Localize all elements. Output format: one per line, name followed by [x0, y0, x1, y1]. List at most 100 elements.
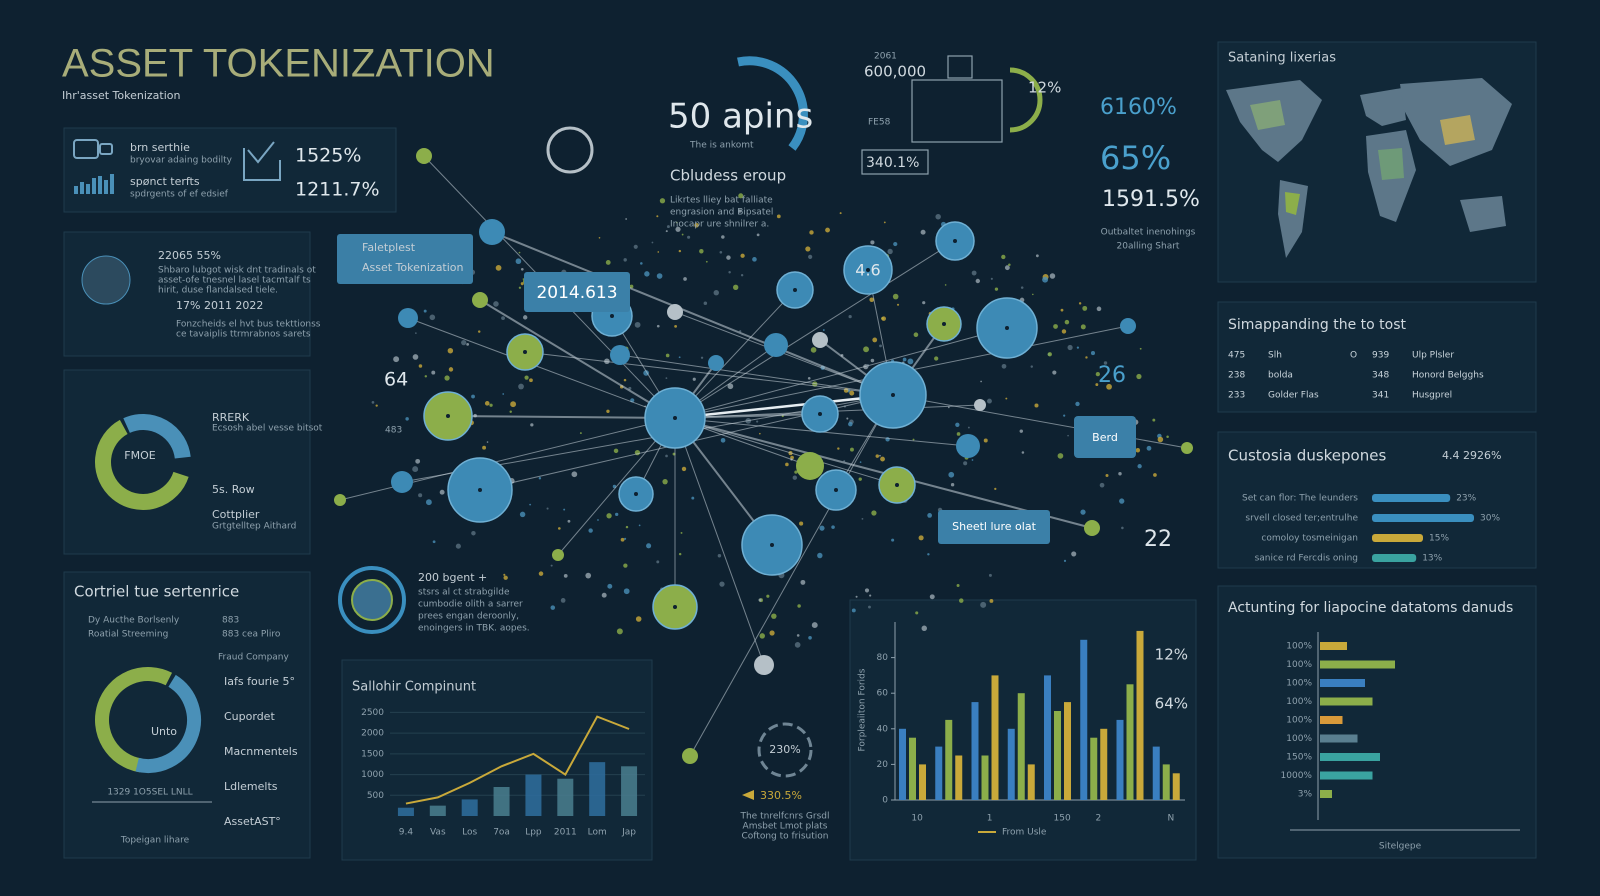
particle	[810, 347, 817, 353]
particle	[665, 454, 668, 458]
particle	[994, 487, 997, 490]
label: 100%	[1286, 679, 1312, 689]
particle	[776, 214, 781, 219]
region	[1250, 100, 1285, 130]
label: RRERK	[212, 411, 250, 424]
particle	[771, 613, 777, 619]
bar	[1372, 514, 1474, 522]
node-core	[634, 492, 638, 496]
bar	[1152, 746, 1160, 800]
icon	[80, 182, 84, 194]
particle	[956, 584, 960, 588]
icon	[110, 174, 114, 194]
particle	[1047, 352, 1052, 357]
label: 200 bgent +	[418, 571, 487, 584]
bar	[557, 778, 574, 816]
label: 150%	[1286, 753, 1312, 763]
particle	[859, 461, 862, 463]
label: 30%	[1480, 514, 1500, 524]
network-node	[812, 332, 828, 348]
particle	[429, 314, 436, 321]
particle	[605, 260, 611, 265]
particle	[990, 277, 993, 280]
particle	[418, 493, 423, 498]
particle	[846, 417, 849, 420]
network-link	[491, 231, 894, 396]
particle	[1057, 453, 1064, 459]
label: 4.6	[855, 261, 880, 280]
particle	[971, 270, 977, 276]
label: 2061	[874, 52, 897, 62]
label: 50 apins	[668, 97, 813, 137]
particle	[719, 581, 725, 587]
circle-icon	[351, 579, 393, 621]
network-node	[956, 434, 980, 458]
particle	[666, 225, 670, 229]
label: 883	[222, 616, 239, 626]
label: 80	[877, 653, 889, 663]
particle	[665, 377, 668, 380]
particle	[861, 517, 864, 520]
particle	[412, 354, 419, 360]
label: Husgprel	[1412, 391, 1452, 401]
particle	[935, 213, 941, 220]
icon	[73, 139, 99, 159]
particle	[692, 377, 696, 381]
bar	[1320, 642, 1347, 650]
dial	[757, 722, 813, 778]
particle	[913, 332, 919, 338]
particle	[875, 454, 880, 458]
particle	[805, 246, 811, 252]
particle	[918, 535, 924, 541]
particle	[956, 432, 961, 436]
label: cumbodie olith a sarrer	[418, 600, 523, 610]
particle	[785, 462, 789, 467]
node-core	[673, 416, 677, 420]
bar	[955, 755, 963, 800]
label: 2	[1096, 814, 1102, 824]
icon	[104, 180, 108, 194]
particle	[1166, 435, 1169, 438]
particle	[522, 278, 525, 280]
summary-bars	[74, 174, 114, 194]
label: 230%	[769, 743, 800, 756]
network-node	[398, 308, 418, 328]
particle	[431, 370, 436, 375]
network-link	[447, 415, 676, 419]
particle	[538, 477, 542, 480]
icon	[99, 143, 113, 155]
label: Honord Belgghs	[1412, 371, 1484, 381]
frame	[947, 55, 973, 79]
particle	[447, 347, 454, 354]
network-node	[552, 549, 564, 561]
callout-box	[337, 234, 473, 284]
particle	[424, 375, 428, 378]
particle	[1080, 509, 1086, 515]
particle	[713, 290, 719, 296]
particle	[920, 229, 926, 235]
particle	[915, 611, 919, 615]
label: 17% 2011 2022	[176, 299, 263, 312]
label: 3%	[1298, 790, 1313, 800]
top-stat-frame	[861, 55, 1043, 175]
particle	[1135, 448, 1141, 453]
particle	[657, 251, 660, 253]
particle	[439, 489, 445, 495]
label: Golder Flas	[1268, 391, 1319, 401]
label: spdrgents of ef edsief	[130, 190, 229, 200]
particle	[811, 622, 818, 629]
particle	[493, 301, 499, 307]
particle	[887, 248, 893, 255]
label: Iafs fourie 5°	[224, 675, 295, 688]
particle	[740, 253, 745, 258]
particle	[418, 364, 423, 368]
particle	[799, 521, 804, 526]
table-panel	[1217, 301, 1537, 413]
particle	[1118, 471, 1122, 476]
network-link	[689, 394, 894, 757]
particle	[797, 604, 801, 608]
particle	[948, 471, 955, 478]
particle	[871, 510, 877, 516]
particle	[1137, 464, 1142, 469]
particle	[567, 519, 571, 523]
